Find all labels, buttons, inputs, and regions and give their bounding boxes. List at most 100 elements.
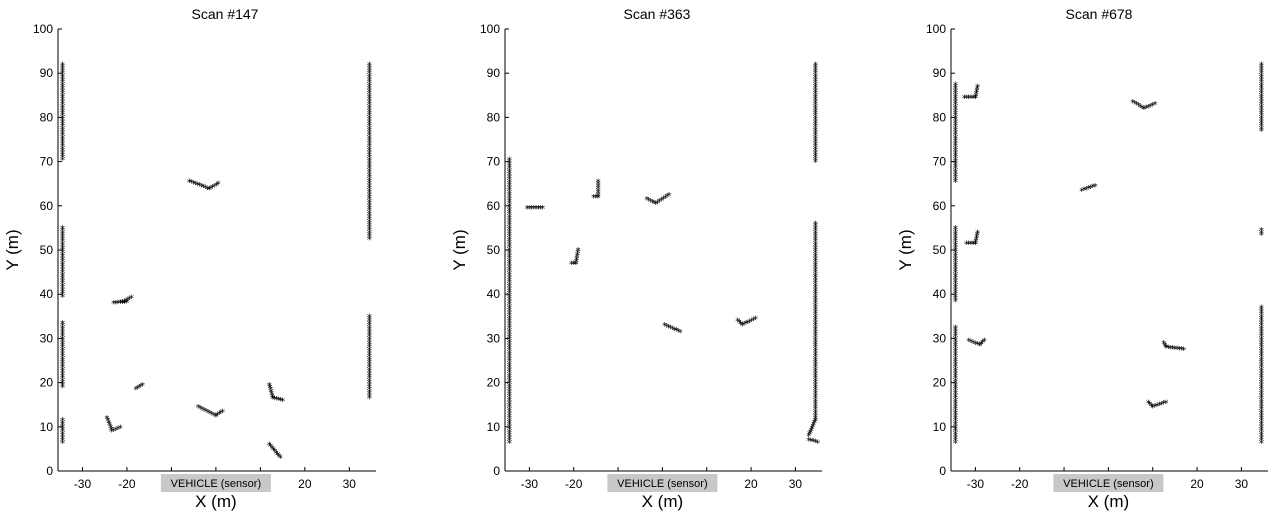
scan-point: * [813,381,818,392]
scan-point: * [1259,105,1264,116]
scan-point: * [60,155,65,166]
scan-point: * [953,376,958,387]
scan-point: * [813,319,818,330]
scan-point: * [367,215,372,226]
scan-cluster: *** [1161,339,1168,354]
scan-point: * [953,326,958,337]
scan-point: * [507,357,512,368]
scan-point: * [367,352,372,363]
scan-point: * [813,330,818,341]
x-tick-label: -20 [565,477,583,491]
scan-point: * [953,403,958,414]
scan-point: * [953,339,958,350]
scan-point: * [813,85,818,96]
y-tick-label: 40 [40,287,54,301]
scan-point: * [1130,98,1135,109]
scan-point: * [953,129,958,140]
scan-cluster: *** [1259,226,1264,241]
scan-point: * [111,426,116,437]
scan-cluster: *********** [60,416,65,449]
y-axis-label: Y (m) [896,229,915,270]
scan-point: * [813,268,818,279]
scan-point: * [507,412,512,423]
scan-point: * [813,310,818,321]
scan-point: * [953,164,958,175]
scan-point: * [205,408,210,419]
scan-point: * [953,80,958,91]
scan-point: * [953,266,958,277]
scan-point: * [813,100,818,111]
scan-point: * [809,426,814,437]
scan-cluster: ****** [962,94,978,105]
scan-point: * [813,281,818,292]
scan-point: * [60,113,65,124]
scan-point: * [60,429,65,440]
y-tick-label: 90 [487,66,501,80]
scan-point: * [1259,390,1264,401]
scan-cluster: ********* [806,416,818,442]
scan-point: * [813,306,818,317]
scan-point: * [1259,401,1264,412]
scan-point: * [1259,432,1264,443]
scan-point: * [367,204,372,215]
chart-title: Scan #147 [192,6,259,22]
scan-point: * [1259,63,1264,74]
scan-point: * [198,404,203,415]
scan-point: * [953,140,958,151]
scan-point: * [367,182,372,193]
scan-point: * [574,257,579,268]
scan-point: * [813,78,818,89]
scan-point: * [980,338,985,349]
scan-point: * [953,173,958,184]
scan-point: * [367,65,372,76]
scan-point: * [507,364,512,375]
scan-cluster: ******************************* [1259,60,1264,137]
y-tick-label: 100 [926,22,946,36]
scan-point: * [1150,403,1155,414]
scan-point: * [646,196,651,207]
scan-point: * [968,94,973,105]
scan-point: * [367,339,372,350]
scan-point: * [367,312,372,323]
scan-point: * [367,231,372,242]
scan-point: * [507,296,512,307]
scan-point: * [60,80,65,91]
scan-point: * [60,149,65,160]
scan-point: * [507,250,512,261]
scan-cluster: ********* [1164,343,1187,356]
scan-point: * [813,122,818,133]
scan-point: * [813,228,818,239]
scan-cluster: ******* [111,298,129,310]
scan-point: * [1259,425,1264,436]
y-tick-label: 50 [40,243,54,257]
scan-point: * [813,224,818,235]
scan-point: * [1170,344,1175,355]
scan-point: * [1259,100,1264,111]
scan-point: * [968,337,973,348]
scan-point: * [507,419,512,430]
scan-point: * [953,392,958,403]
scan-point: * [575,250,580,261]
scan-point: * [197,181,202,192]
scan-point: * [507,399,512,410]
scan-point: * [1259,361,1264,372]
scan-point: * [1144,104,1149,115]
scan-point: * [1259,107,1264,118]
scan-point: * [591,193,596,204]
scan-point: * [217,410,222,421]
scan-point: * [507,390,512,401]
scan-point: * [813,321,818,332]
scan-point: * [507,342,512,353]
scan-point: * [507,258,512,269]
y-tick-label: 40 [933,287,947,301]
scan-point: * [813,297,818,308]
scan-point: * [60,434,65,445]
scan-point: * [813,133,818,144]
scan-point: * [666,323,671,334]
scan-point: * [507,300,512,311]
scan-point: * [60,438,65,449]
scan-point: * [813,368,818,379]
scan-cluster: ******* [267,381,276,405]
scan-point: * [60,292,65,303]
scan-point: * [953,147,958,158]
